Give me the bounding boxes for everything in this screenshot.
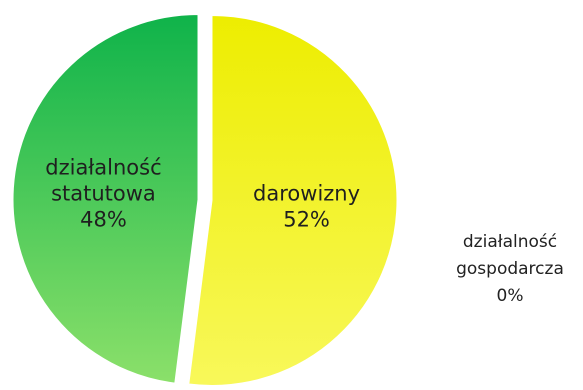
slice-label-dzia-alno-gospodarcza: działalność gospodarcza 0% [456, 232, 564, 306]
slice-label-line: 52% [283, 207, 330, 231]
slice-label-dzia-alno-statutowa: działalność statutowa 48% [45, 156, 161, 232]
slice-label-line: 0% [497, 286, 524, 306]
slice-label-line: statutowa [51, 182, 156, 206]
pie-slice-dzia-alno-statutowa [12, 14, 199, 384]
slice-label-line: darowizny [253, 181, 360, 205]
slices-layer [12, 14, 398, 386]
slice-label-darowizny: darowizny 52% [253, 181, 360, 231]
slice-label-line: 48% [80, 208, 127, 232]
slice-label-line: gospodarcza [456, 259, 564, 279]
pie-slice-darowizny [188, 14, 398, 386]
slice-label-line: działalność [45, 156, 161, 180]
labels-layer: darowizny 52%działalność gospodarcza 0%dzia… [45, 156, 564, 306]
slice-label-line: działalność [463, 232, 557, 252]
